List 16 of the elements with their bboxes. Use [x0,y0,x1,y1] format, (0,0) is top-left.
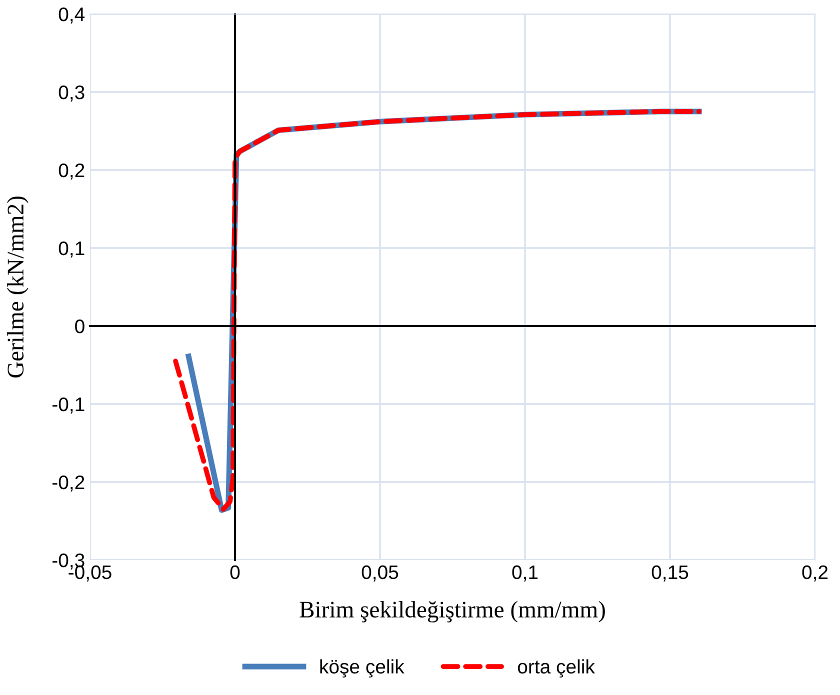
x-tick-label: 0,15 [652,565,688,582]
x-tick-label: 0 [230,565,240,580]
legend-label: köşe çelik [320,659,404,678]
x-tick-label: 0,1 [512,565,538,582]
y-tick-label: -0,1 [52,397,84,414]
x-axis-title: Birim şekildeğiştirme (mm/mm) [300,600,605,622]
legend-label: orta çelik [518,659,595,678]
x-tick-label: 0,2 [802,565,828,582]
y-tick-label: 0,4 [58,7,85,24]
y-tick-label: -0,2 [52,475,84,492]
y-axis-title: Gerilme (kN/mm2) [6,196,28,378]
y-tick-label: 0,3 [58,85,84,102]
x-tick-label: 0,05 [362,565,398,582]
y-tick-label: 0,2 [58,163,84,180]
y-tick-label: 0,1 [58,241,84,258]
y-tick-label: 0 [75,319,84,334]
